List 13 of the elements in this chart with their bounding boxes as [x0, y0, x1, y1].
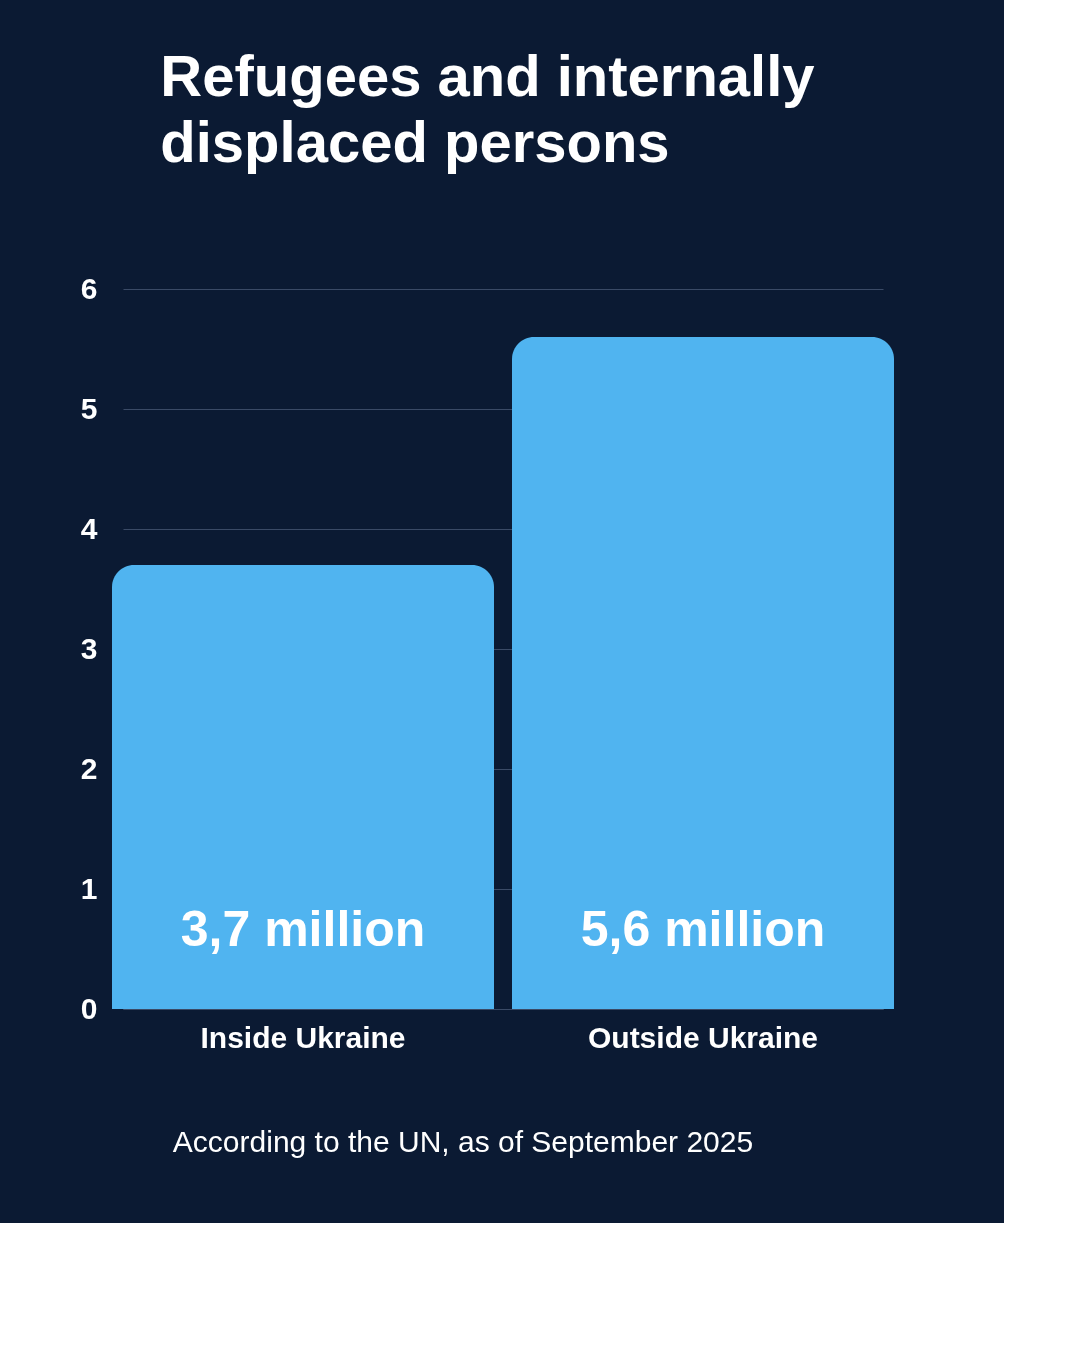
y-tick-label: 0 [80, 991, 98, 1025]
y-tick-label: 2 [80, 751, 98, 785]
x-tick-label: Outside Ukraine [587, 1020, 819, 1054]
data-label: 3,7 million [180, 901, 426, 957]
data-label: 5,6 million [580, 901, 826, 957]
chart-title: Refugees and internally displaced persons [160, 43, 815, 174]
x-tick-label: Inside Ukraine [200, 1020, 406, 1054]
text: According to the UN, as of September 2025 [172, 1125, 754, 1158]
y-tick-label: 3 [80, 631, 98, 665]
y-tick-label: 6 [80, 271, 98, 305]
y-tick-label: 4 [80, 511, 98, 545]
y-tick-label: 1 [80, 871, 98, 905]
y-tick-label: 5 [80, 391, 98, 425]
